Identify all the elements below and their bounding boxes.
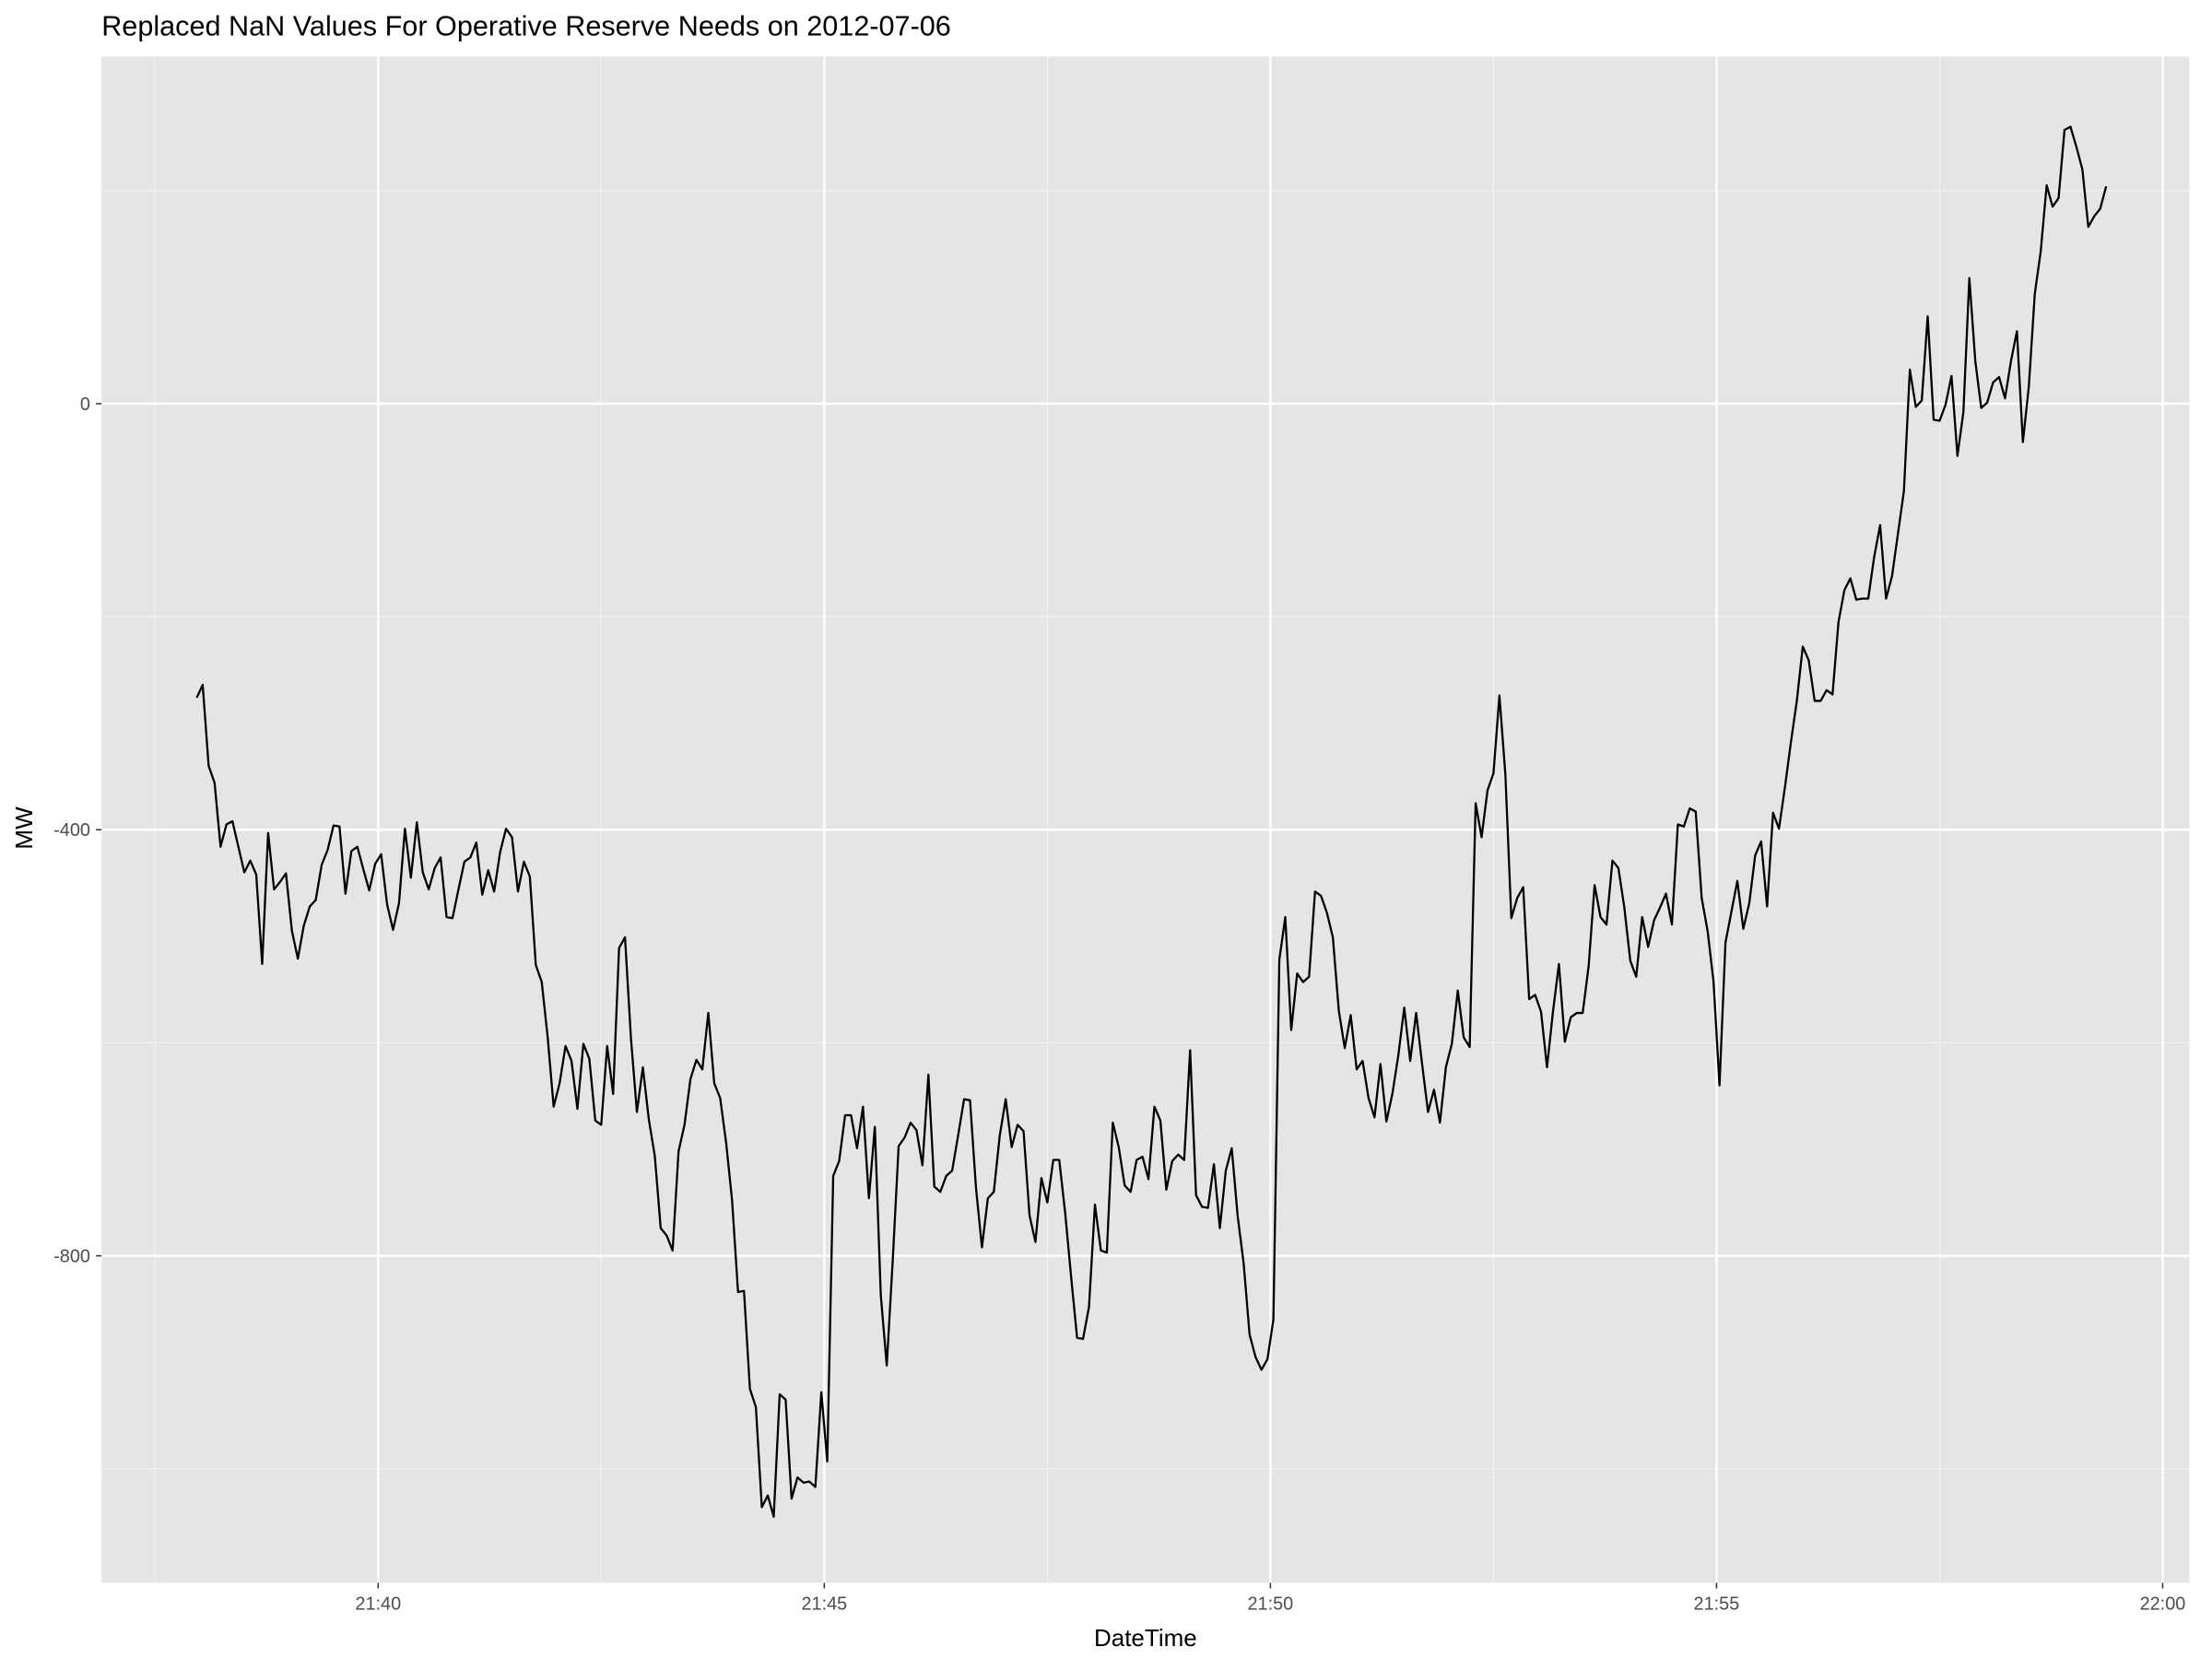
y-tick-label: -400	[53, 820, 90, 841]
x-tick-label: 21:45	[801, 1594, 847, 1614]
x-tick-label: 21:40	[355, 1594, 401, 1614]
grid	[101, 56, 2190, 1583]
y-axis-title: MW	[10, 806, 38, 850]
marks	[195, 125, 2108, 1518]
data-line	[195, 125, 2108, 1518]
x-tick-label: 21:55	[1694, 1594, 1740, 1614]
chart-title: Replaced NaN Values For Operative Reserv…	[101, 10, 951, 41]
x-tick-label: 22:00	[2140, 1594, 2186, 1614]
axes: -800 -400 0 21:40 21:45 21:50 21:55 22:00	[53, 394, 2185, 1615]
y-tick-label: -800	[53, 1246, 90, 1266]
y-tick-label: 0	[80, 394, 90, 415]
x-axis-title: DateTime	[1094, 1624, 1197, 1652]
plot-panel	[101, 56, 2190, 1583]
x-tick-label: 21:50	[1248, 1594, 1294, 1614]
